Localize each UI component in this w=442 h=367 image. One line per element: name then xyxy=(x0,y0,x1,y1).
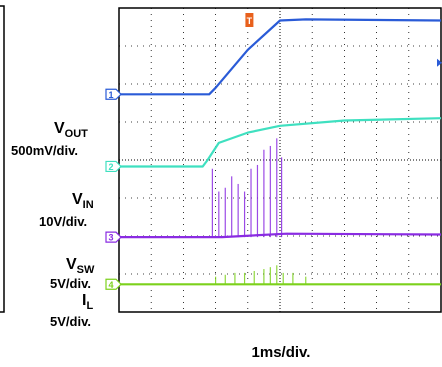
channel-3-marker-label: 3 xyxy=(108,233,113,243)
trigger-marker: T xyxy=(245,13,254,27)
channel-4-scale: 5V/div. xyxy=(50,314,91,329)
channel-3-name-main: V xyxy=(66,256,77,273)
channel-3-marker-shape xyxy=(105,231,122,243)
plot-frame xyxy=(118,7,442,313)
channel-4-marker-shape xyxy=(105,278,122,290)
channel-2-name: VIN xyxy=(72,191,94,211)
channel-1-marker-shape xyxy=(105,88,122,100)
channel-2-line xyxy=(119,117,442,168)
trigger-marker-box xyxy=(245,13,254,27)
channel-4-marker: 4 xyxy=(105,278,122,290)
channel-1-level-arrow xyxy=(437,58,442,67)
channel-3-name: VSW xyxy=(66,256,95,276)
channel-2-name-sub: IN xyxy=(83,199,94,211)
channel-1-marker: 1 xyxy=(105,88,122,100)
channel-2-name-main: V xyxy=(72,191,83,208)
channel-2-marker: 2 xyxy=(105,160,122,173)
channel-4-name: IL xyxy=(82,292,93,312)
traces xyxy=(119,18,442,286)
channel-3-scale: 5V/div. xyxy=(50,276,91,291)
channel-4-marker-label: 4 xyxy=(108,280,113,290)
channel-3-trace xyxy=(119,138,442,239)
channel-4-name-main: I xyxy=(82,292,86,309)
channel-3-marker: 3 xyxy=(105,231,122,243)
channel-markers: 1 2 3 4 xyxy=(105,58,442,290)
channel-4-name-sub: L xyxy=(86,300,93,312)
channel-2-marker-label: 2 xyxy=(108,162,113,172)
channel-2-marker-shape xyxy=(105,160,122,173)
channel-1-scale: 500mV/div. xyxy=(11,143,78,158)
channel-1-trace xyxy=(119,18,442,96)
channel-2-trace xyxy=(119,117,442,168)
channel-3-line xyxy=(119,232,442,239)
channel-1-name-sub: OUT xyxy=(65,128,89,140)
channel-1-marker-label: 1 xyxy=(108,90,113,100)
plot-frame-left-stub xyxy=(0,5,5,313)
channel-3-name-sub: SW xyxy=(77,264,95,276)
channel-1-name: VOUT xyxy=(54,120,88,140)
channel-4-trace xyxy=(119,265,441,286)
channel-1-line xyxy=(119,18,442,96)
x-axis-scale-label: 1ms/div. xyxy=(252,344,311,361)
channel-2-scale: 10V/div. xyxy=(39,214,87,229)
channel-1-name-main: V xyxy=(54,120,65,137)
trigger-marker-label: T xyxy=(247,16,253,26)
